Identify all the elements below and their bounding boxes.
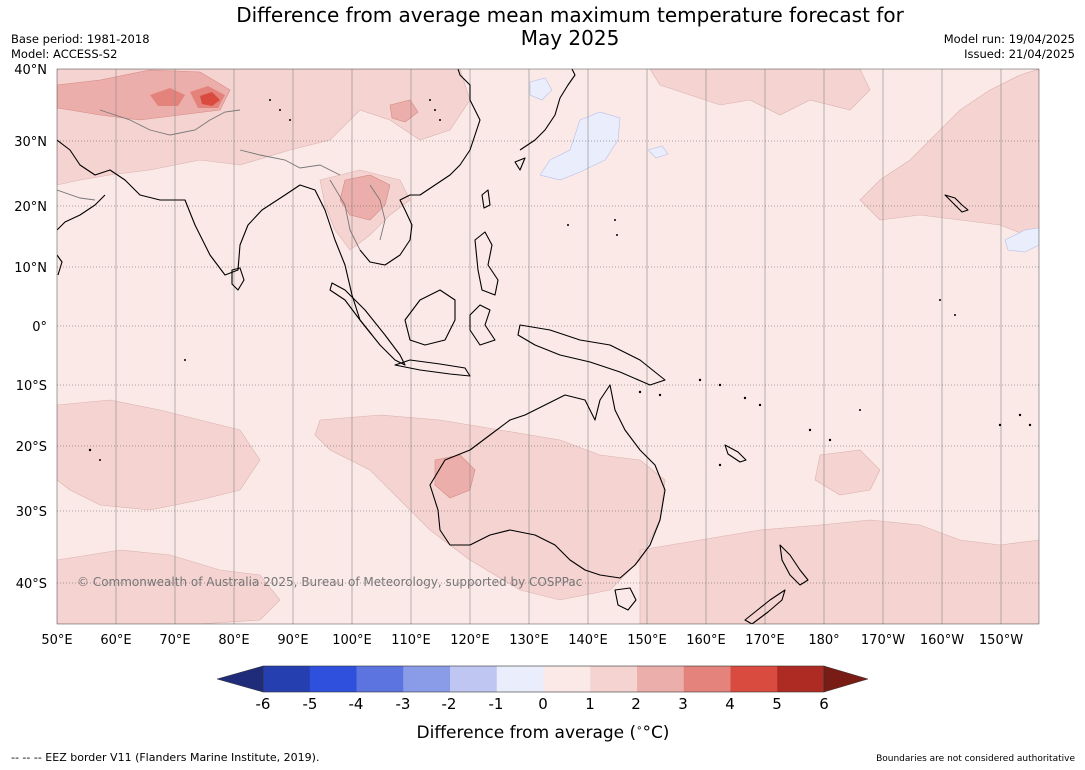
colorbar-tick: -6 <box>256 695 271 713</box>
model-run: Model run: 19/04/2025 <box>943 32 1075 46</box>
country-borders <box>57 109 386 251</box>
eez-border-note: -- -- -- EEZ border V11 (Flanders Marine… <box>11 751 320 764</box>
lon-label: 120°E <box>450 633 490 648</box>
colorbar-tick-labels: -6 -5 -4 -3 -2 -1 0 1 2 3 4 5 6 <box>256 695 829 713</box>
lon-label: 170°E <box>745 633 785 648</box>
colorbar-tick: -5 <box>303 695 318 713</box>
below-average-regions <box>529 77 1039 253</box>
lon-label: 80°E <box>218 633 249 648</box>
model-name: Model: ACCESS-S2 <box>11 47 118 61</box>
colorbar-cell <box>730 666 778 692</box>
boundaries-note: Boundaries are not considered authoritat… <box>876 754 1075 764</box>
colorbar-extend-low <box>216 665 264 693</box>
colorbar-tick: -2 <box>442 695 457 713</box>
colorbar: -6 -5 -4 -3 -2 -1 0 1 2 3 4 5 6 Differen… <box>216 665 869 743</box>
colorbar-title: Difference from average (∘°C) <box>417 723 670 743</box>
colorbar-tick: 0 <box>538 695 548 713</box>
colorbar-cell <box>309 666 357 692</box>
colorbar-cell <box>356 666 404 692</box>
colorbar-cell <box>777 666 825 692</box>
coastlines <box>57 69 969 624</box>
meta-left: Base period: 1981-2018 Model: ACCESS-S2 <box>11 32 150 62</box>
lon-label: 140°E <box>568 633 608 648</box>
anomaly-4-5-regions <box>200 92 220 106</box>
lat-label: 0° <box>32 320 47 335</box>
lat-label: 30°N <box>14 135 47 150</box>
colorbar-cell <box>403 666 451 692</box>
colorbar-cell <box>543 666 591 692</box>
small-islands <box>88 99 1032 467</box>
colorbar-tick: 6 <box>819 695 829 713</box>
meta-right: Model run: 19/04/2025 Issued: 21/04/2025 <box>944 32 1075 62</box>
lat-label: 20°N <box>14 200 47 215</box>
colorbar-cell <box>496 666 544 692</box>
lat-label: 10°S <box>16 379 47 394</box>
meridian-lines <box>115 69 1002 624</box>
lon-label: 180° <box>808 633 839 648</box>
map-title: Difference from average mean maximum tem… <box>200 4 940 50</box>
lat-label: 30°S <box>16 505 47 520</box>
lon-label: 160°W <box>920 633 964 648</box>
anomaly-2-3-regions <box>57 69 476 499</box>
colorbar-tick: 5 <box>772 695 782 713</box>
colorbar-tick: 1 <box>585 695 595 713</box>
colorbar-tick: -3 <box>396 695 411 713</box>
colorbar-tick: 3 <box>678 695 688 713</box>
colorbar-tick: -1 <box>489 695 504 713</box>
colorbar-tick: -4 <box>349 695 364 713</box>
copyright-text: © Commonwealth of Australia 2025, Bureau… <box>77 575 582 589</box>
colorbar-cell <box>590 666 638 692</box>
lon-label: 60°E <box>100 633 131 648</box>
issued-date: Issued: 21/04/2025 <box>964 47 1075 61</box>
latitude-labels: 40°N 30°N 20°N 10°N 0° 10°S 20°S 30°S 40… <box>14 63 47 592</box>
colorbar-cell <box>263 666 311 692</box>
colorbar-frame <box>262 665 825 693</box>
lon-label: 150°W <box>979 633 1023 648</box>
lon-label: 50°E <box>41 633 72 648</box>
title-line-2: May 2025 <box>520 26 620 50</box>
lon-label: 160°E <box>686 633 726 648</box>
lon-label: 150°E <box>627 633 667 648</box>
map-frame <box>56 68 1040 625</box>
colorbar-tick: 4 <box>725 695 735 713</box>
colorbar-tick: 2 <box>631 695 641 713</box>
lat-label: 40°N <box>14 63 47 78</box>
lon-label: 130°E <box>509 633 549 648</box>
lat-label: 20°S <box>16 440 47 455</box>
lon-label: 110°E <box>391 633 431 648</box>
lat-label: 40°S <box>16 577 47 592</box>
lon-label: 170°W <box>861 633 905 648</box>
longitude-labels: 50°E 60°E 70°E 80°E 90°E 100°E 110°E 120… <box>41 633 1023 648</box>
map-area: © Commonwealth of Australia 2025, Bureau… <box>57 69 1039 624</box>
lon-label: 70°E <box>159 633 190 648</box>
base-period: Base period: 1981-2018 <box>11 32 150 46</box>
lon-label: 90°E <box>277 633 308 648</box>
title-line-1: Difference from average mean maximum tem… <box>236 3 904 27</box>
colorbar-cell <box>450 666 498 692</box>
colorbar-cells <box>216 665 869 693</box>
lat-label: 10°N <box>14 261 47 276</box>
colorbar-cell <box>683 666 731 692</box>
colorbar-extend-high <box>823 665 869 693</box>
lon-label: 100°E <box>332 633 372 648</box>
colorbar-cell <box>637 666 685 692</box>
